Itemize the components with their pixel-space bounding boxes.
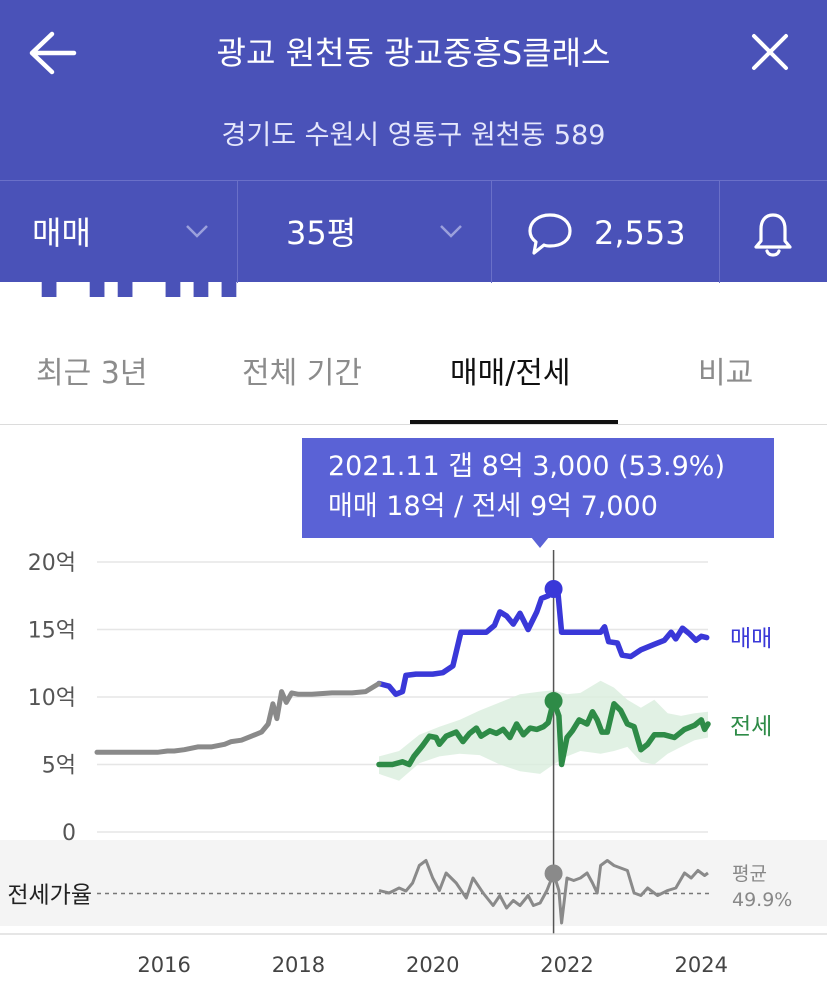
sale-highlight-point xyxy=(544,580,563,598)
ratio-average-value: 49.9% xyxy=(732,889,792,911)
comment-count: 2,553 xyxy=(594,214,686,252)
tab-sale-jeonse[interactable]: 매매/전세 xyxy=(450,356,571,391)
size-label: 35평 xyxy=(286,214,357,252)
jeonse-series-label: 전세 xyxy=(730,714,772,740)
x-tick-label: 2018 xyxy=(272,953,325,977)
tooltip-price-line: 매매 18억 / 전세 9억 7,000 xyxy=(328,491,658,522)
back-arrow-icon[interactable] xyxy=(28,30,78,76)
y-tick-label: 10억 xyxy=(28,686,76,711)
x-tick-label: 2022 xyxy=(540,953,593,977)
page-title: 광교 원천동 광교중흥S클래스 xyxy=(216,34,611,72)
ratio-label: 전세가율 xyxy=(7,883,92,909)
address-text: 경기도 수원시 영통구 원천동 589 xyxy=(221,120,606,151)
ratio-highlight-point xyxy=(544,864,563,883)
chevron-down-icon xyxy=(440,225,462,238)
bell-icon xyxy=(754,213,792,257)
tab-recent-3-years[interactable]: 최근 3년 xyxy=(36,356,148,391)
x-tick-label: 2016 xyxy=(137,953,190,977)
tooltip-pointer xyxy=(531,537,549,548)
comments-button[interactable]: 2,553 xyxy=(492,181,720,283)
y-tick-label: 20억 xyxy=(28,551,76,576)
app-header: 광교 원천동 광교중흥S클래스 경기도 수원시 영통구 원천동 589 매매 3… xyxy=(0,0,827,283)
chart-tooltip: 2021.11 갭 8억 3,000 (53.9%) 매매 18억 / 전세 9… xyxy=(302,438,774,538)
close-icon[interactable] xyxy=(748,30,792,74)
selector-row: 매매 35평 2,553 xyxy=(0,180,827,283)
tab-all-period[interactable]: 전체 기간 xyxy=(242,356,362,391)
chevron-down-icon xyxy=(186,225,208,238)
period-tabs: 최근 3년 전체 기간 매매/전세 비교 xyxy=(0,330,827,425)
scrolled-price-text: ▮ ▮▮ ▮▮▮ xyxy=(38,282,298,298)
history-series-line xyxy=(94,681,382,755)
y-tick-label: 15억 xyxy=(28,619,76,644)
active-tab-underline xyxy=(410,420,618,424)
y-tick-label: 5억 xyxy=(42,754,76,779)
tooltip-gap-line: 2021.11 갭 8억 3,000 (53.9%) xyxy=(328,451,725,482)
notification-button[interactable] xyxy=(720,181,827,283)
trade-type-dropdown[interactable]: 매매 xyxy=(0,181,238,283)
ratio-average-label: 평균 xyxy=(732,863,767,885)
jeonse-highlight-point xyxy=(544,692,563,711)
x-tick-label: 2020 xyxy=(406,953,459,977)
jeonse-series-line xyxy=(376,698,711,768)
sale-series-line xyxy=(376,584,710,698)
speech-bubble-icon xyxy=(528,213,572,255)
trade-type-label: 매매 xyxy=(32,214,91,252)
y-tick-label: 0 xyxy=(62,821,76,846)
size-dropdown[interactable]: 35평 xyxy=(238,181,492,283)
sale-series-label: 매매 xyxy=(730,626,772,652)
jeonse-range-band xyxy=(379,680,708,781)
x-tick-label: 2024 xyxy=(675,953,728,977)
tab-compare[interactable]: 비교 xyxy=(698,356,754,391)
